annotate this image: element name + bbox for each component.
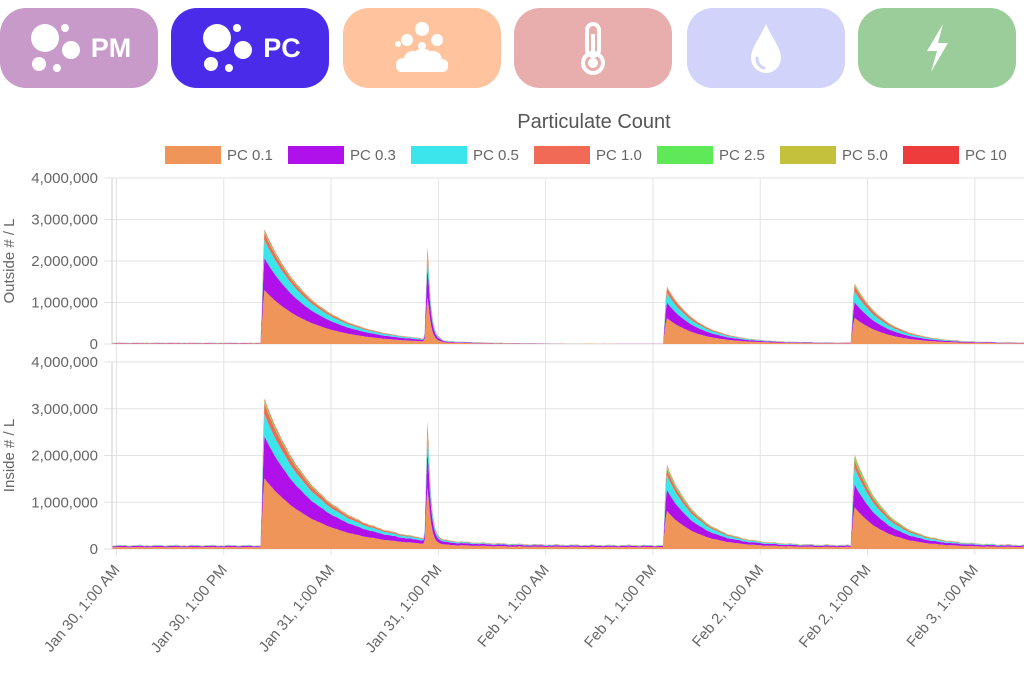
y-axis-title: Inside # / L [1,419,18,492]
area-pc-0-3-panel1 [112,258,1024,344]
chart-areas [112,229,1024,549]
area-pc-0-1-panel1 [112,290,1024,344]
y-tick-label-5: 4,000,000 [31,354,98,371]
thermometer-icon [581,22,605,75]
y-tick-label-3: 2,000,000 [31,253,98,270]
x-tick-label-2: Jan 30, 1:00 PM [148,562,231,657]
tab-temperature[interactable] [514,8,672,88]
legend-label-5: PC 2.5 [719,147,765,164]
x-tick-label-7: Feb 2, 1:00 AM [689,562,767,651]
tab-humidity[interactable] [687,8,845,88]
y-tick-label-4: 3,000,000 [31,401,98,418]
area-pc-0-5-panel2 [112,413,1024,547]
tab-weather[interactable] [343,8,501,88]
y-tick-label-5: 4,000,000 [31,170,98,187]
legend-swatch-6 [780,146,836,164]
particulate-count-chart: Particulate Count PC 0.1 PC 0.3 PC 0.5 PC 1… [1,111,1024,656]
area-pc-0-5-panel1 [112,239,1024,344]
particles-icon [30,24,80,72]
legend-swatch-3 [411,146,467,164]
y-tick-label-3: 2,000,000 [31,448,98,465]
x-tick-label-8: Feb 2, 1:00 PM [796,562,875,651]
legend-label-1: PC 0.1 [227,147,273,164]
legend-swatch-7 [903,146,959,164]
legend-label-7: PC 10 [965,147,1007,164]
legend-label-4: PC 1.0 [596,147,642,164]
y-tick-label-4: 3,000,000 [31,212,98,229]
legend-label-3: PC 0.5 [473,147,519,164]
x-tick-label-3: Jan 31, 1:00 AM [255,562,338,656]
legend-label-2: PC 0.3 [350,147,396,164]
legend-swatch-1 [165,146,221,164]
tab-label: PC [263,32,301,63]
x-tick-label-4: Jan 31, 1:00 PM [362,562,445,657]
y-tick-label-1: 0 [90,541,98,558]
y-axis-title: Outside # / L [1,218,18,303]
legend-swatch-5 [657,146,713,164]
x-tick-label-6: Feb 1, 1:00 PM [581,562,660,651]
tab-pm[interactable]: PM [0,8,158,88]
x-tick-label-9: Feb 3, 1:00 AM [903,562,981,651]
chart-axes: Jan 30, 1:00 AM Jan 30, 1:00 PM Jan 31, 1:… [1,170,982,656]
y-tick-label-2: 1,000,000 [31,295,98,312]
chart-legend: PC 0.1 PC 0.3 PC 0.5 PC 1.0 PC 2.5 PC 5.0 PC 1… [165,146,1007,164]
tab-power[interactable] [858,8,1016,88]
legend-label-6: PC 5.0 [842,147,888,164]
tab-label: PM [90,32,132,63]
area-pc-0-1-panel2 [112,478,1024,549]
area-pc-0-3-panel2 [112,436,1024,548]
legend-swatch-4 [534,146,590,164]
y-tick-label-1: 0 [90,336,98,353]
particles-icon [203,24,253,72]
tab-bar: PM PC [0,8,1024,88]
chart-grid [104,177,1024,555]
legend-swatch-2 [288,146,344,164]
water-drop-icon [751,24,781,73]
x-tick-label-1: Jan 30, 1:00 AM [41,562,124,656]
x-tick-label-5: Feb 1, 1:00 AM [474,562,552,651]
lightning-icon [927,24,948,72]
tab-pc[interactable]: PC [171,8,329,88]
cloud-particles-icon [395,22,449,72]
chart-title: Particulate Count [517,111,671,133]
y-tick-label-2: 1,000,000 [31,494,98,511]
